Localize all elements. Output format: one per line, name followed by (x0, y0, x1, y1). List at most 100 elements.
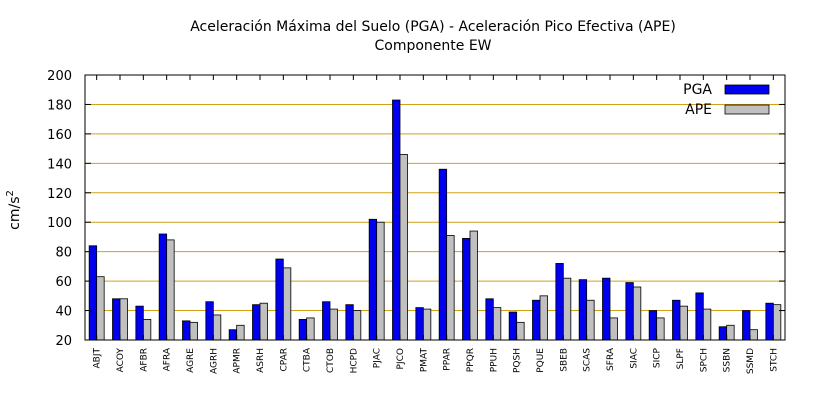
x-tick-label: ACOY (116, 348, 126, 373)
bar-pga-asrh (252, 304, 261, 341)
bar-ape-pjac (376, 221, 385, 341)
bar-ape-abjt (96, 276, 105, 341)
bar-ape-agrh (212, 314, 222, 341)
x-tick-label: AFRA (163, 347, 173, 371)
x-tick-label: CTBA (303, 347, 313, 372)
bar-ape-asrh (259, 302, 268, 341)
bar-ape-pqsh (516, 321, 525, 341)
bar-ape-hcpd (352, 310, 362, 341)
bar-ape-pque (539, 295, 548, 341)
x-tick-label: AGRE (186, 348, 196, 373)
x-tick-label: CPAR (279, 348, 289, 372)
x-tick-label: SIAC (629, 348, 639, 369)
y-tick-label: 80 (55, 246, 72, 261)
y-tick-label: 120 (47, 187, 72, 202)
bar-pga-cpar (275, 258, 284, 341)
chart-title: Aceleración Máxima del Suelo (PGA) - Ace… (190, 19, 676, 35)
y-tick-label: 180 (47, 98, 72, 113)
legend-label-pga: PGA (683, 82, 712, 98)
x-tick-label: SFRA (606, 347, 616, 371)
bar-ape-acoy (119, 298, 128, 341)
x-tick-label: ABJT (93, 347, 103, 368)
bar-pga-scas (578, 279, 588, 341)
bar-ape-cpar (282, 267, 292, 341)
chart-subtitle: Componente EW (374, 38, 491, 54)
x-tick-label: SSBN (723, 348, 733, 372)
y-tick-label: 60 (55, 275, 72, 290)
x-tick-label: PPUH (489, 348, 499, 372)
bar-pga-ssmd (742, 310, 751, 341)
bar-pga-ctob (322, 301, 331, 341)
x-tick-label: SSMD (746, 348, 756, 374)
y-tick-label: 100 (47, 216, 72, 231)
x-tick-label: SLPF (676, 348, 686, 369)
x-tick-label: SCAS (583, 348, 593, 372)
bar-pga-agrh (205, 301, 214, 341)
bar-pga-hcpd (345, 304, 354, 341)
bar-pga-pjac (368, 218, 378, 341)
bar-ape-afra (166, 239, 175, 341)
bar-pga-sicp (648, 310, 658, 341)
bar-ape-slpf (679, 305, 688, 341)
y-tick-label: 20 (55, 334, 72, 349)
x-tick-label: AGRH (209, 348, 219, 374)
bar-pga-ctba (298, 318, 308, 341)
x-tick-label: APMR (233, 348, 243, 374)
legend-label-ape: APE (685, 102, 712, 118)
x-tick-label: PQUE (536, 348, 546, 373)
bar-ape-ppqr (469, 230, 478, 341)
legend-swatch-pga (724, 84, 770, 95)
grid-layer (85, 103, 785, 312)
bar-ape-pmat (422, 308, 432, 341)
bar-pga-sfra (602, 277, 611, 341)
x-tick-label: PPQR (466, 348, 476, 372)
bar-pga-abjt (88, 245, 98, 341)
bar-ape-ssbn (726, 324, 735, 341)
bar-ape-ssmd (749, 329, 758, 341)
bar-ape-afbr (142, 318, 152, 341)
y-tick-label: 160 (47, 128, 72, 143)
bar-ape-scas (586, 299, 595, 341)
bar-pga-ssbn (718, 326, 728, 341)
bar-pga-stch (765, 302, 774, 341)
bar-ape-ctba (306, 317, 315, 341)
bar-ape-ctob (329, 308, 338, 341)
bar-pga-agre (182, 320, 191, 341)
bar-ape-ppuh (492, 307, 502, 341)
bar-pga-siac (625, 282, 634, 341)
bar-pga-sbeb (555, 263, 564, 341)
bar-ape-ppar (446, 235, 455, 341)
bar-ape-pjco (399, 154, 408, 341)
bar-pga-pmat (415, 307, 424, 341)
x-tick-label: PJCO (396, 348, 406, 369)
bar-pga-ppar (438, 168, 448, 341)
bar-ape-spch (702, 308, 712, 341)
x-tick-label: SPCH (699, 348, 709, 372)
bar-ape-siac (632, 286, 642, 341)
axis-layer: 20 40 60 80 100 120 140 160 180 200 ABJT ACOY AFBR AF… (47, 69, 786, 374)
bar-pga-afra (158, 233, 168, 341)
x-tick-label: HCPD (349, 348, 359, 373)
bar-ape-apmr (236, 324, 245, 341)
bars-layer (88, 99, 782, 341)
bar-ape-sicp (656, 317, 665, 341)
bar-pga-apmr (228, 329, 238, 341)
x-tick-label: SBEB (559, 348, 569, 372)
y-tick-label: 140 (47, 157, 72, 172)
bar-pga-pjco (392, 99, 401, 341)
legend-swatch-ape (724, 104, 770, 115)
bar-ape-sbeb (562, 277, 572, 341)
y-tick-label: 40 (55, 305, 72, 320)
bar-pga-afbr (135, 305, 144, 341)
x-tick-label: CTOB (326, 348, 336, 373)
y-tick-label: 200 (47, 69, 72, 84)
bar-pga-pqsh (508, 311, 518, 341)
x-tick-label: PMAT (419, 348, 429, 373)
x-tick-label: STCH (769, 348, 779, 372)
bar-ape-agre (189, 321, 198, 341)
x-tick-label: PPAR (443, 348, 453, 371)
x-tick-label: AFBR (139, 348, 149, 372)
bar-ape-stch (772, 304, 782, 341)
bar-ape-sfra (609, 317, 618, 341)
